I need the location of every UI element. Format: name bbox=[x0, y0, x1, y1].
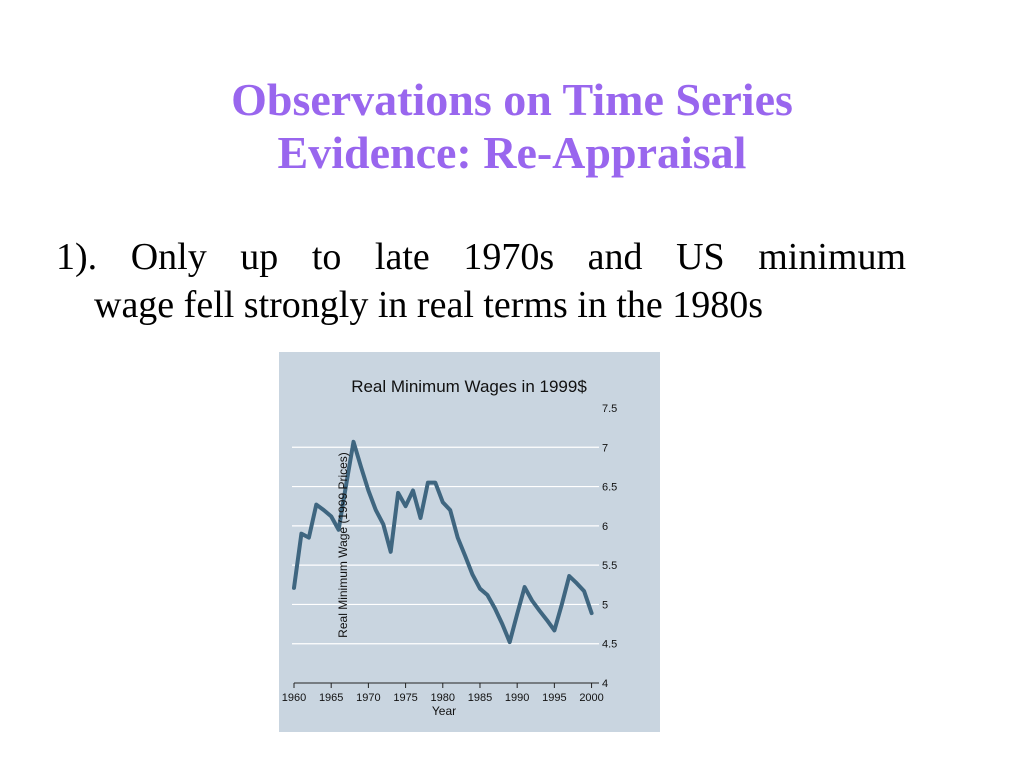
y-axis-label: Real Minimum Wage (1999 Prices) bbox=[336, 452, 350, 638]
slide-title-line-2: Evidence: Re-Appraisal bbox=[277, 126, 747, 178]
x-tick-label: 1965 bbox=[319, 692, 343, 704]
y-tick-label: 5 bbox=[602, 599, 608, 611]
slide-title-line-1: Observations on Time Series bbox=[231, 74, 793, 125]
bullet-point-1: 1). Only up to late 1970s and US minimum… bbox=[56, 234, 906, 329]
series-layer bbox=[292, 439, 594, 645]
axis-layer: 4 4.5 5 5.5 6 6.5 7 7.5 1960 1965 1970 1975 1980 1985… bbox=[282, 403, 618, 704]
bullet-text-line-1: 1). Only up to late 1970s and US minimum bbox=[56, 236, 906, 278]
y-tick-label: 5.5 bbox=[602, 560, 617, 572]
chart-panel: Real Minimum Wages in 1999$ 4 4.5 5 5.5 6 6.5… bbox=[279, 352, 660, 732]
slide-title: Observations on Time Series Evidence: Re… bbox=[0, 74, 1024, 180]
x-tick-label: 1975 bbox=[393, 692, 417, 704]
y-tick-label: 4 bbox=[602, 678, 608, 690]
x-tick-label: 1960 bbox=[282, 692, 306, 704]
x-tick-label: 1980 bbox=[431, 692, 455, 704]
y-tick-label: 7 bbox=[602, 442, 608, 454]
x-tick-label: 2000 bbox=[579, 692, 603, 704]
bullet-text-line-2: wage fell strongly in real terms in the … bbox=[94, 283, 764, 326]
x-tick-label: 1995 bbox=[542, 692, 566, 704]
x-tick-label: 1985 bbox=[468, 692, 492, 704]
y-tick-label: 6 bbox=[602, 521, 608, 533]
y-tick-label: 7.5 bbox=[602, 403, 617, 415]
grid-layer bbox=[292, 446, 599, 645]
chart-title: Real Minimum Wages in 1999$ bbox=[351, 377, 587, 396]
x-tick-label: 1990 bbox=[505, 692, 529, 704]
x-tick-label: 1970 bbox=[356, 692, 380, 704]
real-minimum-wage-chart: Real Minimum Wages in 1999$ 4 4.5 5 5.5 6 6.5… bbox=[282, 377, 618, 718]
x-axis-label: Year bbox=[432, 704, 456, 718]
y-tick-label: 4.5 bbox=[602, 639, 617, 651]
y-tick-label: 6.5 bbox=[602, 482, 617, 494]
